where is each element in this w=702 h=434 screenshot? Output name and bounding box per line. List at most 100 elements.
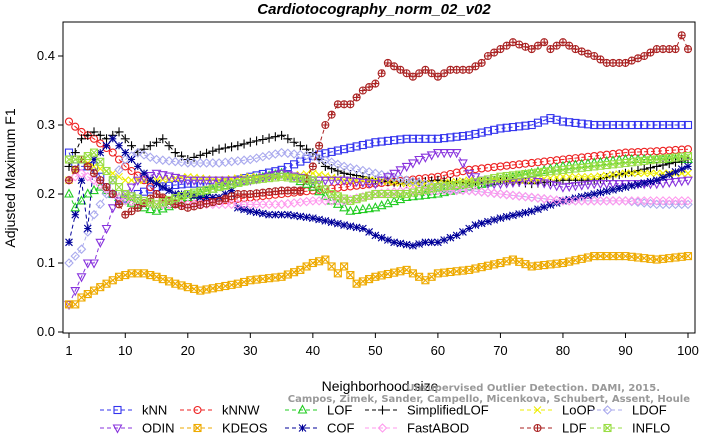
data-point-cof [602, 187, 611, 196]
data-point-inflo [102, 166, 111, 176]
data-point-cof [427, 238, 436, 247]
data-point-knn [658, 120, 668, 130]
data-point-ldof [208, 158, 218, 168]
data-point-cof [452, 231, 461, 240]
data-point-knn [477, 128, 486, 137]
legend-marker [193, 405, 202, 415]
legend-item-inflo: INFLO [590, 421, 670, 434]
data-point-ldf [677, 31, 686, 40]
data-point-cof [283, 210, 292, 219]
data-point-knn [327, 147, 336, 156]
plot-frame [62, 21, 696, 334]
data-point-odin [70, 287, 81, 297]
data-point-knn [615, 120, 624, 130]
data-point-ldof [158, 155, 168, 165]
data-point-loop [590, 172, 599, 181]
data-point-cof [352, 223, 361, 232]
data-point-fastabod [564, 196, 574, 206]
data-point-simplifiedlof [608, 171, 618, 181]
data-point-inflo [89, 148, 99, 157]
data-point-odin [101, 224, 112, 235]
data-point-ldof [664, 199, 675, 210]
data-point-lof [389, 195, 400, 206]
data-point-cof [477, 219, 486, 228]
data-point-ldf [633, 54, 643, 63]
data-point-odin [595, 180, 606, 190]
data-point-knn [146, 185, 155, 194]
data-point-cof [315, 215, 323, 224]
data-point-fastabod [651, 196, 662, 206]
data-point-ldof [364, 167, 374, 177]
data-point-cof [327, 218, 336, 227]
data-point-knn [515, 122, 524, 131]
data-point-ldf [390, 62, 399, 71]
data-point-lof [307, 181, 318, 191]
legend-marker [533, 423, 542, 433]
data-point-fastabod [520, 191, 531, 202]
data-point-knn [365, 139, 374, 148]
data-point-cof [552, 199, 561, 207]
legend-label: LOF [327, 403, 352, 418]
data-point-knn [471, 129, 480, 139]
data-point-ldof [658, 199, 668, 210]
data-point-ldf [546, 45, 555, 54]
data-point-knn [446, 133, 455, 142]
data-point-knnw [346, 182, 355, 191]
data-point-lof [76, 195, 87, 205]
data-point-ldof [320, 155, 331, 165]
data-point-fastabod [76, 168, 87, 179]
series-line-loop [68, 158, 688, 185]
data-point-cof [358, 224, 367, 233]
chart-title: Cardiotocography_norm_02_v02 [257, 1, 491, 18]
data-point-cof [71, 210, 80, 219]
data-point-odin [576, 181, 587, 191]
data-point-fastabod [270, 199, 281, 210]
data-point-ldof [345, 163, 356, 173]
data-point-cof [646, 177, 655, 186]
y-tick-label: 0.4 [37, 48, 55, 63]
data-point-kdeos [333, 269, 342, 278]
data-point-cof [108, 134, 117, 143]
data-point-ldof [145, 152, 156, 162]
data-point-knnw [515, 160, 524, 169]
data-point-cof [202, 193, 211, 202]
data-point-cof [459, 228, 467, 236]
data-point-lof [545, 163, 556, 173]
data-point-knnw [114, 155, 124, 164]
data-point-kdeos [321, 255, 330, 264]
data-point-fastabod [589, 196, 599, 206]
data-point-ldf [465, 65, 474, 74]
data-point-ldof [76, 244, 87, 254]
data-point-cof [321, 217, 330, 225]
data-point-ldf [421, 65, 430, 74]
data-point-lof [151, 205, 162, 215]
data-point-knn [452, 132, 461, 141]
data-point-ldof [670, 199, 681, 210]
data-point-knn [552, 115, 561, 124]
data-point-ldf [477, 58, 486, 67]
data-point-ldof [164, 156, 174, 166]
data-point-odin [164, 172, 174, 182]
data-point-cof [596, 188, 605, 197]
data-point-cof [502, 212, 511, 221]
data-point-cof [377, 233, 386, 242]
data-point-loop [602, 171, 611, 180]
data-point-ldof [132, 147, 143, 158]
data-point-ldof [64, 258, 74, 268]
data-point-cof [415, 240, 424, 248]
data-point-knn [383, 136, 392, 145]
data-point-fastabod [670, 196, 681, 206]
data-point-inflo [114, 183, 124, 192]
data-point-fastabod [633, 196, 643, 206]
data-point-fastabod [320, 196, 331, 206]
x-tick-label: 70 [493, 343, 507, 358]
data-point-ldf [83, 162, 92, 171]
data-point-kdeos [327, 262, 336, 271]
data-point-ldof [120, 154, 131, 165]
data-point-cof [584, 191, 592, 200]
data-point-ldof [389, 172, 399, 183]
data-point-simplifiedlof [277, 130, 287, 140]
data-point-ldf [64, 176, 74, 185]
data-point-inflo [108, 176, 117, 185]
